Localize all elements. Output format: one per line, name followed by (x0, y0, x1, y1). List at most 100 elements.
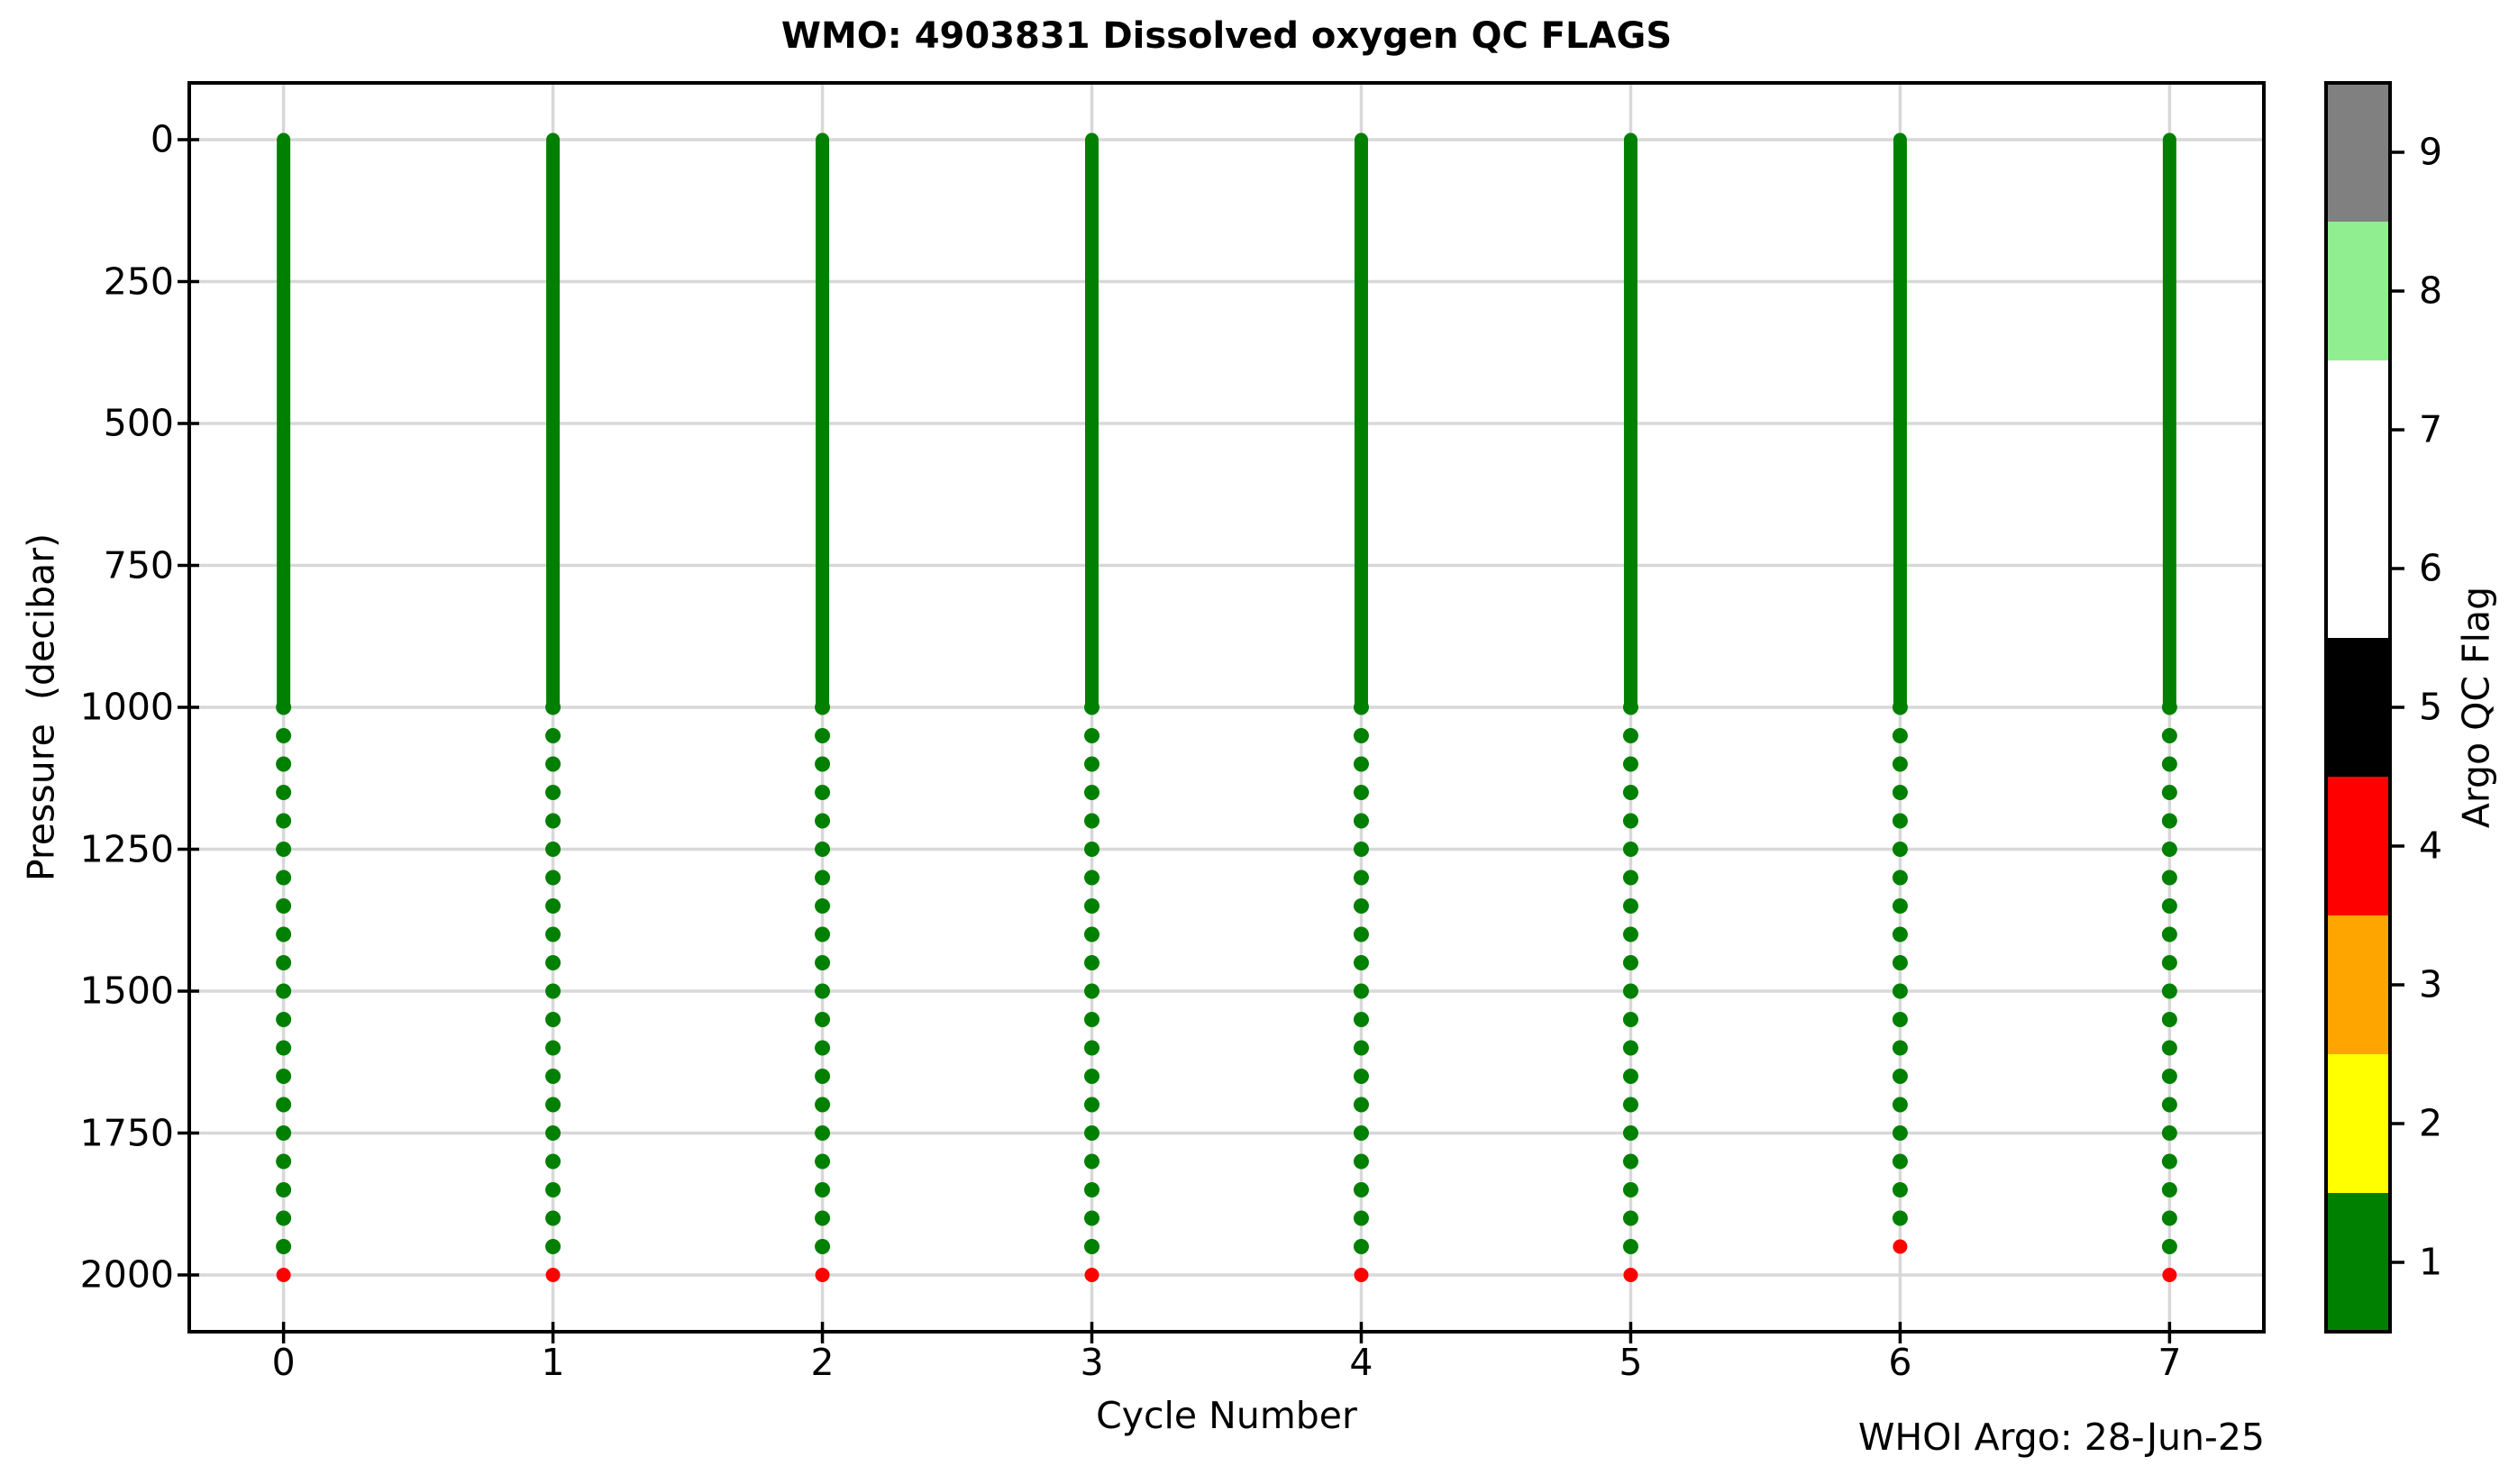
flag1-dot (1084, 869, 1100, 886)
flag1-dot (1892, 1182, 1908, 1197)
flag1-dot (1084, 842, 1100, 857)
flag4-dot (1084, 1268, 1099, 1282)
flag1-dot (1353, 785, 1369, 800)
flag1-dot (815, 1239, 831, 1254)
flag1-dot (276, 1239, 292, 1254)
flag1-dot (815, 869, 831, 886)
flag1-dot (276, 898, 292, 914)
flag1-dot (1084, 1012, 1100, 1027)
flag1-dot (1084, 785, 1100, 800)
flag1-dot (815, 813, 831, 829)
flag1-dot (276, 1153, 292, 1170)
flag1-dot (1892, 728, 1908, 743)
flag1-dot (2161, 898, 2177, 914)
flag1-dot (1892, 813, 1908, 829)
flag1-dot (1353, 842, 1369, 857)
flag1-dot (1892, 842, 1908, 857)
flag1-dot (1892, 1153, 1908, 1170)
flag1-dot (1084, 898, 1100, 914)
flag1-dot (2161, 756, 2177, 772)
flag1-dot (276, 1210, 292, 1226)
flag1-dot (1892, 1125, 1908, 1141)
flag1-dot (1353, 813, 1369, 829)
flag1-dot (1892, 1012, 1908, 1027)
flag1-dot (2161, 1153, 2177, 1170)
flag1-dot (1084, 699, 1100, 715)
flag1-dot (276, 955, 292, 970)
flag1-dot (2161, 1012, 2177, 1027)
flag1-dot (276, 813, 292, 829)
flag4-dot (815, 1268, 830, 1282)
flag1-dot (545, 842, 561, 857)
flag1-dot (1892, 1069, 1908, 1084)
colorbar-segment (2328, 777, 2388, 915)
flag1-dot (1353, 1182, 1369, 1197)
y-axis-label: Pressure (decibar) (19, 533, 63, 882)
flag1-dot (545, 1125, 561, 1141)
flag1-dot (1353, 1153, 1369, 1170)
flag1-dot (1892, 1040, 1908, 1056)
flag1-dot (545, 1040, 561, 1056)
colorbar-segment (2328, 222, 2388, 360)
flag1-dot (2161, 1182, 2177, 1197)
flag1-dot (276, 728, 292, 743)
flag1-dot (545, 1210, 561, 1226)
flag1-dot (1622, 983, 1638, 999)
flag1-dot (1353, 1040, 1369, 1056)
flag1-dot (815, 728, 831, 743)
flag1-dot (1084, 1210, 1100, 1226)
flag1-dot (545, 756, 561, 772)
flag4-dot (545, 1268, 561, 1282)
flag1-dot (1622, 1182, 1638, 1197)
flag1-dot (1892, 699, 1908, 715)
flag1-dot (1892, 756, 1908, 772)
colorbar-segment (2328, 638, 2388, 777)
flag1-dot (2161, 869, 2177, 886)
flag1-dot (815, 983, 831, 999)
flag1-dot (2161, 1239, 2177, 1254)
flag1-dot (1353, 1012, 1369, 1027)
flag1-dot (2161, 842, 2177, 857)
flag1-dot (1353, 898, 1369, 914)
flag1-dot (1084, 1040, 1100, 1056)
colorbar-label: Argo QC Flag (2454, 586, 2498, 829)
flag1-dot (1622, 1097, 1638, 1113)
flag1-dot (276, 756, 292, 772)
flag1-dot (276, 1125, 292, 1141)
flag1-dot (2161, 785, 2177, 800)
flag1-dot (2161, 1069, 2177, 1084)
flag1-dot (276, 699, 292, 715)
flag1-dot (276, 1069, 292, 1084)
colorbar-segment (2328, 1054, 2388, 1193)
flag1-dot (276, 1182, 292, 1197)
flag1-dot (815, 1153, 831, 1170)
flag1-dot (1622, 1210, 1638, 1226)
flag1-dot (276, 785, 292, 800)
flag1-dot (545, 1097, 561, 1113)
colorbar-segment (2328, 915, 2388, 1054)
flag1-dot (2161, 813, 2177, 829)
flag1-dot (545, 699, 561, 715)
flag1-dot (545, 869, 561, 886)
colorbar-segment (2328, 360, 2388, 638)
flag1-dot (815, 1182, 831, 1197)
flag1-dot (276, 983, 292, 999)
flag1-dot (1892, 926, 1908, 942)
flag1-dot (545, 1069, 561, 1084)
flag4-dot (2162, 1268, 2177, 1282)
flag1-dot (2161, 699, 2177, 715)
flag1-dot (815, 842, 831, 857)
flag1-dot (1353, 1125, 1369, 1141)
flag1-dot (545, 1182, 561, 1197)
flag1-dot (1892, 1097, 1908, 1113)
flag1-dot (545, 728, 561, 743)
flag1-dot (545, 1153, 561, 1170)
flag1-dot (1622, 728, 1638, 743)
flag1-dot (1622, 1069, 1638, 1084)
flag1-dot (545, 813, 561, 829)
flag1-dot (1353, 699, 1369, 715)
annotation-date: WHOI Argo: 28-Jun-25 (1857, 1416, 2265, 1459)
flag1-dot (545, 926, 561, 942)
colorbar-segment (2328, 1193, 2388, 1332)
